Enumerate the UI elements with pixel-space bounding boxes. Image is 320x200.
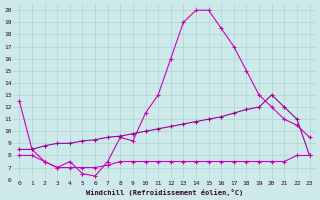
- X-axis label: Windchill (Refroidissement éolien,°C): Windchill (Refroidissement éolien,°C): [86, 189, 243, 196]
